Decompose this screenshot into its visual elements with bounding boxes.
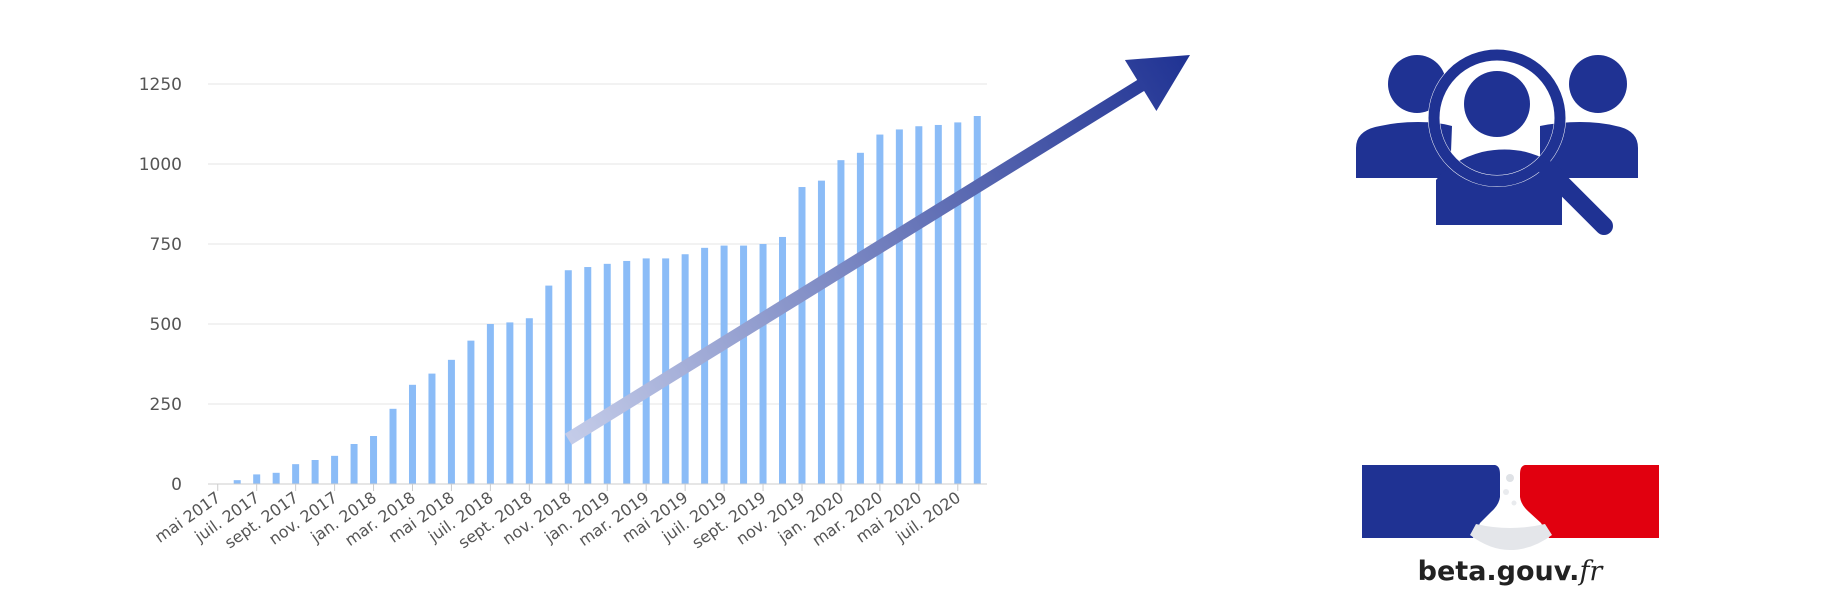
- bar: [486, 324, 494, 484]
- bar: [817, 180, 825, 484]
- bar: [701, 247, 709, 484]
- y-tick-label: 1000: [139, 155, 182, 175]
- bar: [447, 359, 455, 484]
- y-tick-label: 1250: [139, 75, 182, 95]
- bar: [837, 160, 845, 484]
- bar: [584, 267, 592, 484]
- bar: [720, 245, 728, 484]
- bar: [915, 126, 923, 485]
- bar: [272, 472, 280, 484]
- bar: [467, 340, 475, 484]
- bar: [740, 245, 748, 484]
- bar: [895, 129, 903, 484]
- bar: [934, 124, 942, 485]
- bar: [759, 244, 767, 484]
- y-axis-tick-labels: 0 250 500 750 1000 1250: [139, 75, 182, 495]
- search-users-icon: [1356, 49, 1638, 235]
- bar: [545, 285, 553, 484]
- y-tick-label: 0: [171, 475, 182, 495]
- bar: [623, 260, 631, 484]
- logo-flask-base: [1470, 524, 1552, 550]
- y-tick-label: 500: [150, 315, 182, 335]
- logo-flag-blue: [1362, 465, 1500, 538]
- logo-flag-red: [1520, 465, 1659, 538]
- bar: [331, 455, 339, 484]
- bar: [876, 134, 884, 484]
- bar: [408, 384, 416, 484]
- bar: [428, 373, 436, 484]
- bar: [506, 322, 514, 484]
- y-tick-label: 250: [150, 395, 182, 415]
- bar: [233, 480, 241, 484]
- bar: [253, 474, 261, 484]
- bars: [233, 116, 981, 485]
- bar: [564, 270, 572, 484]
- bar: [603, 263, 611, 484]
- logo-wordmark-suffix: fr: [1577, 556, 1604, 587]
- gridlines: [208, 83, 987, 405]
- bar: [954, 122, 962, 485]
- bar: [370, 436, 378, 484]
- trend-arrow: [564, 55, 1190, 445]
- bar: [973, 116, 981, 484]
- bar: [779, 236, 787, 484]
- bar: [798, 187, 806, 485]
- bar: [292, 464, 300, 484]
- bar: [311, 460, 319, 484]
- bar: [350, 444, 358, 484]
- beta-gouv-logo: beta.gouv.fr: [1362, 465, 1659, 587]
- bar: [856, 152, 864, 485]
- bar: [642, 258, 650, 484]
- bar: [662, 258, 670, 484]
- y-tick-label: 750: [150, 235, 182, 255]
- logo-wordmark-main: beta.gouv.: [1418, 556, 1580, 587]
- logo-wordmark: beta.gouv.fr: [1418, 556, 1605, 587]
- bar: [389, 408, 397, 484]
- bar: [525, 318, 533, 484]
- trend-arrow-shape: [564, 55, 1190, 445]
